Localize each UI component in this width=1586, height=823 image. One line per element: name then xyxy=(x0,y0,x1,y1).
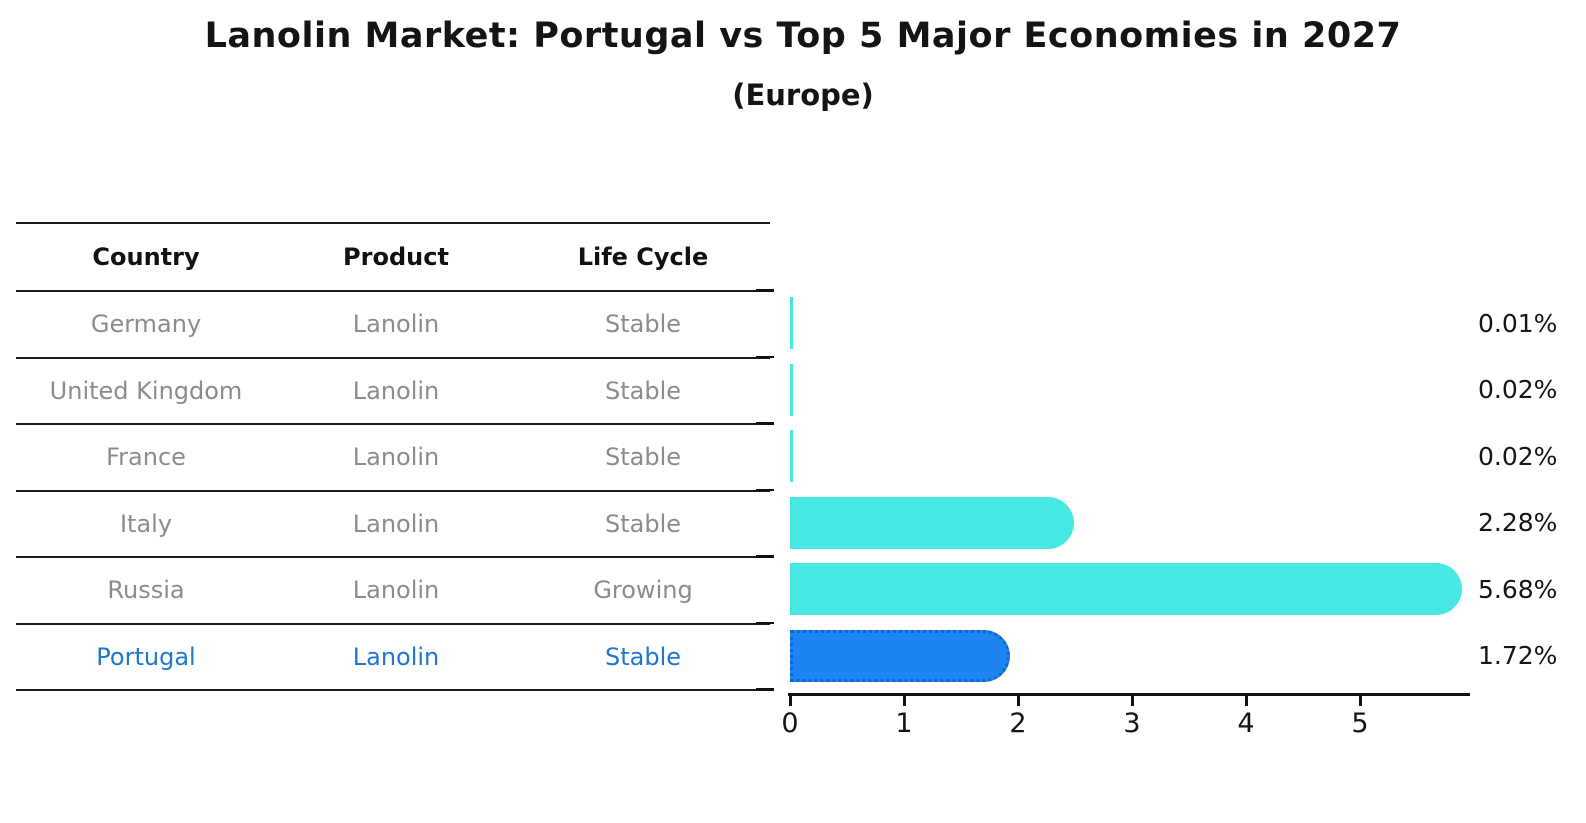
table-row-germany: Germany Lanolin Stable xyxy=(16,292,770,359)
table-cell-life-cycle: Stable xyxy=(604,443,682,472)
table-row-italy: Italy Lanolin Stable xyxy=(16,492,770,558)
table-cell-product: Lanolin xyxy=(352,310,440,339)
table-cell-life-cycle: Stable xyxy=(604,310,682,339)
column-header-life-cycle: Life Cycle xyxy=(577,243,709,271)
x-tick-label-4: 4 xyxy=(1237,708,1255,739)
table-cell-product: Lanolin xyxy=(352,376,440,405)
table-row-france: France Lanolin Stable xyxy=(16,425,770,492)
value-label-germany: 0.01% xyxy=(1478,308,1558,338)
value-label-portugal: 1.72% xyxy=(1478,641,1558,671)
x-axis-line xyxy=(788,693,1470,696)
table-cell-country: France xyxy=(106,443,186,472)
value-label-italy: 2.28% xyxy=(1478,508,1558,538)
column-header-product: Product xyxy=(343,243,449,271)
value-label-russia: 5.68% xyxy=(1478,574,1558,604)
x-tick-mark-2 xyxy=(1017,695,1020,706)
x-tick-mark-4 xyxy=(1245,695,1248,706)
table-cell-life-cycle: Stable xyxy=(604,509,682,538)
table-cell-life-cycle: Growing xyxy=(593,576,693,605)
y-tick-mark-1 xyxy=(756,355,774,358)
info-table: Country Product Life Cycle Germany Lanoli… xyxy=(16,222,770,691)
bar-united-kingdom xyxy=(790,363,793,416)
y-tick-mark-3 xyxy=(756,488,774,491)
x-tick-label-3: 3 xyxy=(1123,708,1141,739)
chart-subtitle: (Europe) xyxy=(732,78,874,112)
table-cell-life-cycle: Stable xyxy=(604,642,682,671)
chart-header: Lanolin Market: Portugal vs Top 5 Major … xyxy=(20,0,1586,112)
y-tick-mark-5 xyxy=(756,621,774,624)
x-tick-label-0: 0 xyxy=(781,708,799,739)
x-tick-mark-1 xyxy=(903,695,906,706)
table-cell-product: Lanolin xyxy=(352,509,440,538)
bar-italy xyxy=(790,496,1074,549)
y-tick-mark-2 xyxy=(756,422,774,425)
bar-portugal xyxy=(790,629,1011,682)
x-tick-label-2: 2 xyxy=(1009,708,1027,739)
x-tick-label-5: 5 xyxy=(1351,708,1369,739)
y-tick-mark-4 xyxy=(756,555,774,558)
value-label-france: 0.02% xyxy=(1478,441,1558,471)
bar-france xyxy=(790,430,793,483)
table-cell-life-cycle: Stable xyxy=(604,376,682,405)
table-row-russia: Russia Lanolin Growing xyxy=(16,558,770,625)
y-tick-mark-6 xyxy=(756,688,774,691)
table-row-portugal: Portugal Lanolin Stable xyxy=(16,625,770,691)
x-tick-mark-5 xyxy=(1359,695,1362,706)
table-cell-country: Italy xyxy=(119,509,173,538)
table-cell-country: Russia xyxy=(107,576,185,605)
table-row-united-kingdom: United Kingdom Lanolin Stable xyxy=(16,359,770,425)
chart-title: Lanolin Market: Portugal vs Top 5 Major … xyxy=(204,16,1402,56)
table-body: Germany Lanolin Stable United Kingdom Lanoli… xyxy=(16,292,770,691)
bar-germany xyxy=(790,297,793,350)
table-cell-product: Lanolin xyxy=(352,642,440,671)
bar-russia xyxy=(790,563,1462,616)
x-tick-mark-3 xyxy=(1131,695,1134,706)
value-label-united-kingdom: 0.02% xyxy=(1478,375,1558,405)
y-tick-mark-0 xyxy=(756,289,774,292)
x-tick-mark-0 xyxy=(789,695,792,706)
table-cell-product: Lanolin xyxy=(352,576,440,605)
table-cell-country: Portugal xyxy=(96,642,196,671)
table-cell-country: Germany xyxy=(90,310,202,339)
table-cell-product: Lanolin xyxy=(352,443,440,472)
table-header-row: Country Product Life Cycle xyxy=(16,224,770,292)
x-tick-label-1: 1 xyxy=(895,708,913,739)
column-header-country: Country xyxy=(92,243,200,271)
table-cell-country: United Kingdom xyxy=(49,376,243,405)
